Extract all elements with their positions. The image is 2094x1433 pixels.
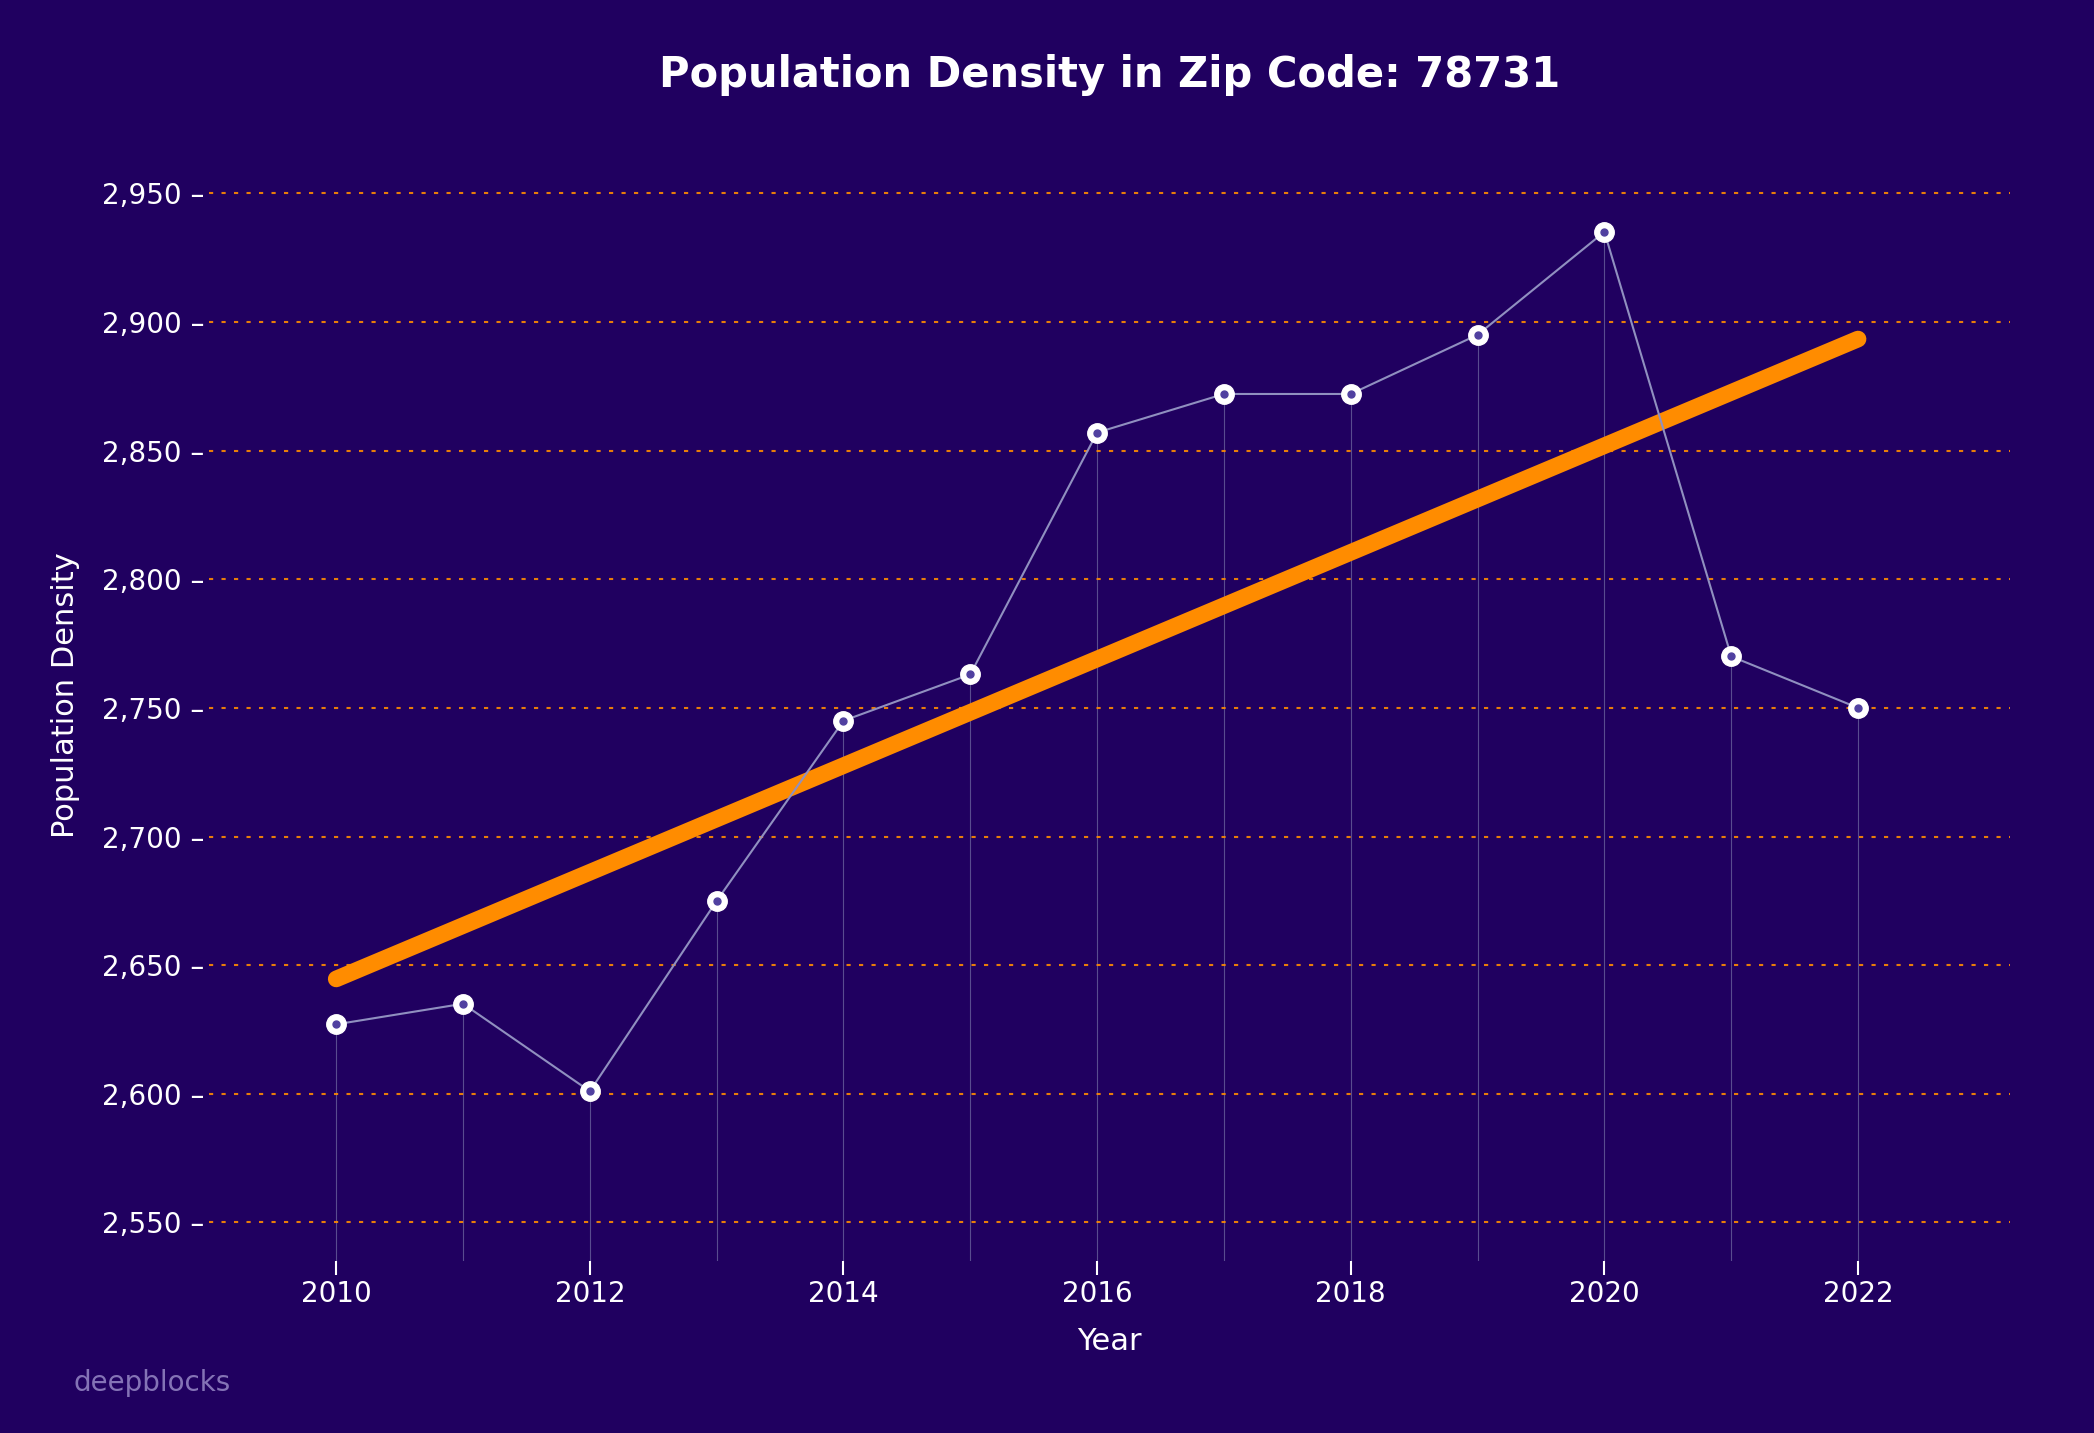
- X-axis label: Year: Year: [1078, 1327, 1141, 1356]
- Title: Population Density in Zip Code: 78731: Population Density in Zip Code: 78731: [660, 54, 1560, 96]
- Y-axis label: Population Density: Population Density: [50, 552, 80, 838]
- Text: deepblocks: deepblocks: [73, 1369, 230, 1397]
